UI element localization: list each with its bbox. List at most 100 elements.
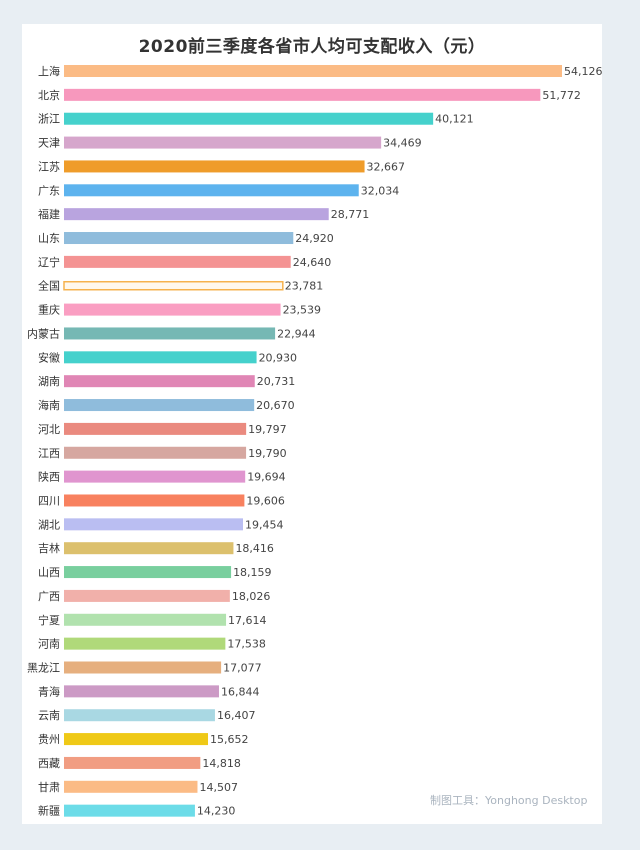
chart-card: 2020前三季度各省市人均可支配收入（元） 上海 54,126 北京 51,772 浙江…	[22, 24, 602, 824]
category-label: 安徽	[38, 350, 60, 364]
chart-title: 2020前三季度各省市人均可支配收入（元）	[138, 37, 486, 57]
value-label: 18,026	[232, 590, 271, 603]
bar	[64, 613, 227, 626]
category-label: 广西	[38, 590, 60, 603]
category-label: 浙江	[38, 113, 60, 126]
bar	[64, 88, 541, 101]
bar	[64, 351, 257, 364]
bar	[64, 780, 198, 793]
category-label: 北京	[38, 88, 60, 102]
bar	[64, 303, 281, 316]
value-label: 20,670	[256, 399, 295, 412]
bar	[64, 566, 232, 579]
category-label: 山东	[38, 232, 60, 245]
value-label: 24,920	[295, 232, 334, 245]
value-label: 19,606	[246, 494, 285, 507]
category-label: 陕西	[38, 470, 60, 484]
bar	[64, 255, 291, 268]
value-label: 32,034	[361, 184, 400, 197]
category-label: 山西	[38, 566, 60, 579]
category-label: 重庆	[38, 303, 60, 317]
value-label: 54,126	[564, 65, 602, 78]
value-label: 18,159	[233, 566, 271, 579]
bar	[64, 494, 245, 507]
bar	[64, 112, 434, 125]
value-label: 16,407	[217, 709, 256, 722]
value-label: 23,781	[285, 280, 324, 293]
value-label: 34,469	[383, 137, 422, 150]
value-label: 17,538	[227, 638, 266, 651]
bar	[64, 136, 382, 149]
value-label: 18,416	[235, 542, 274, 555]
value-label: 20,731	[257, 375, 296, 388]
bar	[64, 733, 209, 746]
category-label: 福建	[38, 207, 60, 221]
value-label: 20,930	[259, 351, 298, 364]
category-label: 上海	[38, 64, 60, 78]
value-label: 14,230	[197, 805, 236, 818]
bar	[64, 685, 219, 698]
category-label: 天津	[38, 137, 60, 150]
value-label: 19,694	[247, 471, 286, 484]
bar	[64, 160, 365, 173]
bar	[64, 804, 195, 817]
bar	[64, 542, 234, 555]
category-label: 湖北	[38, 518, 60, 531]
value-label: 23,539	[283, 304, 322, 317]
category-label: 贵州	[38, 733, 60, 746]
bar	[64, 661, 222, 674]
value-label: 28,771	[331, 208, 370, 221]
category-label: 黑龙江	[27, 662, 60, 675]
category-label: 四川	[38, 494, 60, 507]
category-label: 河南	[38, 638, 60, 651]
value-label: 19,454	[245, 518, 283, 531]
value-label: 15,652	[210, 733, 249, 746]
category-label: 海南	[38, 398, 60, 412]
category-label: 甘肃	[38, 781, 60, 794]
bar	[64, 208, 329, 221]
value-label: 14,818	[202, 757, 241, 770]
value-label: 17,614	[228, 614, 267, 627]
category-label: 湖南	[38, 375, 60, 388]
category-label: 宁夏	[38, 613, 60, 627]
bar-chart: 上海 54,126 北京 51,772 浙江 40,121 天津 34,469 江苏 32,667…	[27, 64, 602, 818]
bar	[64, 756, 201, 769]
bar	[64, 184, 359, 197]
category-label: 吉林	[38, 541, 60, 555]
bar-highlight	[63, 280, 284, 291]
bar	[64, 446, 247, 459]
bar	[64, 399, 255, 412]
value-label: 22,944	[277, 327, 316, 340]
category-label: 全国	[38, 279, 60, 293]
value-label: 16,844	[221, 685, 259, 698]
value-label: 40,121	[435, 113, 474, 126]
bar	[64, 637, 226, 650]
value-label: 24,640	[293, 256, 332, 269]
category-label: 新疆	[38, 804, 60, 818]
category-label: 内蒙古	[27, 326, 60, 340]
bar	[64, 518, 243, 531]
value-label: 32,667	[367, 160, 406, 173]
category-label: 辽宁	[38, 255, 60, 269]
bar	[64, 470, 246, 483]
bar	[64, 375, 255, 388]
bar	[64, 709, 215, 722]
value-label: 14,507	[199, 781, 238, 794]
category-label: 江苏	[38, 160, 60, 173]
category-label: 江西	[38, 447, 60, 460]
category-label: 河北	[38, 423, 60, 436]
category-label: 青海	[38, 684, 60, 698]
bar	[64, 65, 562, 77]
bar	[64, 589, 230, 602]
value-label: 51,772	[542, 89, 581, 102]
bar	[64, 327, 276, 340]
category-label: 西藏	[38, 757, 60, 770]
category-label: 云南	[38, 709, 60, 722]
value-label: 19,797	[248, 423, 287, 436]
value-label: 19,790	[248, 447, 287, 460]
bar	[64, 422, 247, 435]
category-label: 广东	[38, 184, 60, 197]
watermark: 制图工具：Yonghong Desktop	[430, 794, 588, 807]
value-label: 17,077	[223, 662, 262, 675]
bar	[64, 232, 294, 245]
